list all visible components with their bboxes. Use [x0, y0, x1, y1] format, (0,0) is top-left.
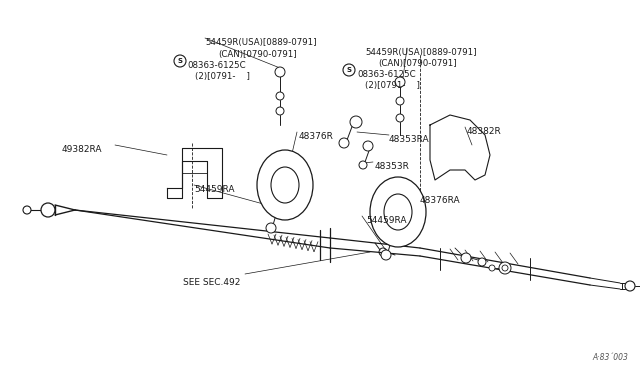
- Ellipse shape: [339, 138, 349, 148]
- Ellipse shape: [625, 281, 635, 291]
- Text: (CAN)[0790-0791]: (CAN)[0790-0791]: [378, 59, 456, 68]
- Ellipse shape: [489, 265, 495, 271]
- Text: S: S: [177, 58, 182, 64]
- Text: 48376R: 48376R: [299, 132, 334, 141]
- Ellipse shape: [461, 253, 471, 263]
- Text: 08363-6125C: 08363-6125C: [357, 70, 415, 79]
- Ellipse shape: [396, 114, 404, 122]
- Ellipse shape: [384, 194, 412, 230]
- Ellipse shape: [271, 167, 299, 203]
- Text: A·83´003: A·83´003: [592, 353, 628, 362]
- Text: SEE SEC.492: SEE SEC.492: [183, 278, 241, 287]
- Polygon shape: [430, 115, 490, 180]
- Ellipse shape: [359, 161, 367, 169]
- Text: (CAN)[0790-0791]: (CAN)[0790-0791]: [218, 50, 296, 59]
- Text: (2)[0791-    ]: (2)[0791- ]: [365, 81, 420, 90]
- Ellipse shape: [257, 150, 313, 220]
- Ellipse shape: [350, 116, 362, 128]
- Ellipse shape: [275, 67, 285, 77]
- Text: 48353R: 48353R: [375, 162, 410, 171]
- Polygon shape: [167, 148, 222, 198]
- Ellipse shape: [266, 223, 276, 233]
- Text: 48376RA: 48376RA: [420, 196, 461, 205]
- Ellipse shape: [395, 77, 405, 87]
- Ellipse shape: [370, 177, 426, 247]
- Ellipse shape: [276, 107, 284, 115]
- Text: 08363-6125C: 08363-6125C: [187, 61, 246, 70]
- Text: 48353RA: 48353RA: [389, 135, 429, 144]
- Ellipse shape: [41, 203, 55, 217]
- Text: (2)[0791-    ]: (2)[0791- ]: [195, 72, 250, 81]
- Text: S: S: [346, 67, 351, 73]
- Text: 54459R(USA)[0889-0791]: 54459R(USA)[0889-0791]: [205, 38, 317, 47]
- Text: 54459RA: 54459RA: [194, 185, 234, 194]
- Ellipse shape: [499, 262, 511, 274]
- Ellipse shape: [363, 141, 373, 151]
- Ellipse shape: [23, 206, 31, 214]
- Text: 54459RA: 54459RA: [366, 216, 406, 225]
- Ellipse shape: [478, 258, 486, 266]
- Text: 54459R(USA)[0889-0791]: 54459R(USA)[0889-0791]: [365, 48, 477, 57]
- Ellipse shape: [276, 92, 284, 100]
- Ellipse shape: [381, 250, 391, 260]
- Ellipse shape: [396, 97, 404, 105]
- Ellipse shape: [502, 265, 508, 271]
- Text: 49382RA: 49382RA: [62, 145, 102, 154]
- Text: 48382R: 48382R: [467, 127, 502, 136]
